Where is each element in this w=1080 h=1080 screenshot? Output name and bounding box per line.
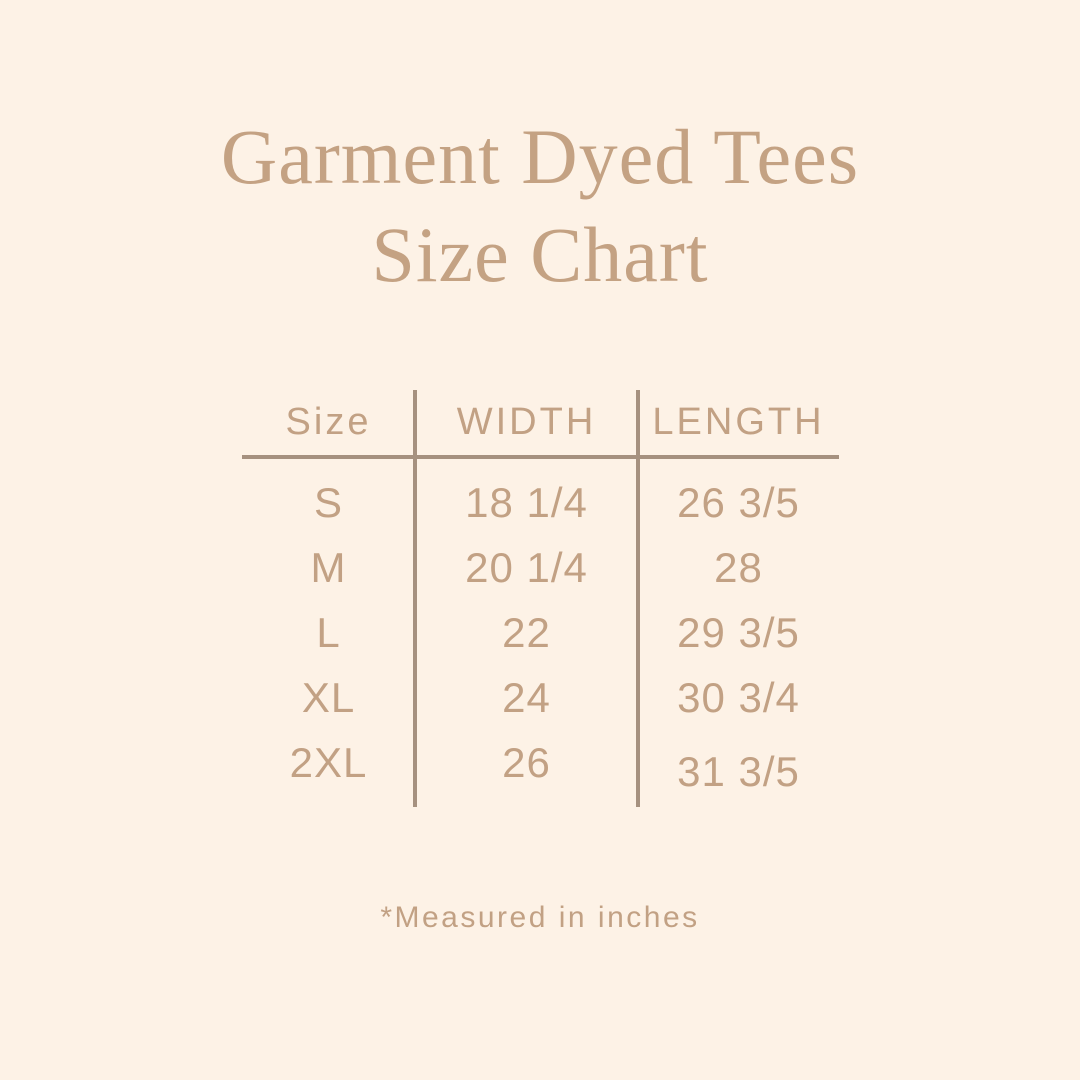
cell-size: XL — [301, 673, 356, 721]
cell-size: L — [316, 608, 341, 656]
cell-length: 29 3/5 — [677, 608, 800, 656]
cell-length: 26 3/5 — [677, 478, 800, 526]
cell-length: 30 3/4 — [677, 673, 800, 721]
measured-in-inches-note: *Measured in inches — [380, 901, 700, 934]
table-row-s: S 18 1/4 26 3/5 — [242, 470, 839, 535]
table-body: S 18 1/4 26 3/5 M 20 1/4 28 L 22 29 3/5 … — [242, 470, 839, 795]
cell-width: 26 — [502, 738, 551, 786]
cell-length: 28 — [714, 543, 763, 591]
cell-size: M — [310, 543, 347, 591]
table-header: Size WIDTH LENGTH — [242, 390, 839, 455]
column-divider-width-length — [636, 390, 640, 807]
table-row-2xl: 2XL 26 31 3/5 — [242, 730, 839, 795]
table-row-m: M 20 1/4 28 — [242, 535, 839, 600]
table-row-xl: XL 24 30 3/4 — [242, 665, 839, 730]
page-title-line1: Garment Dyed Tees — [220, 113, 860, 200]
header-size: Size — [285, 401, 372, 443]
table-row-l: L 22 29 3/5 — [242, 600, 839, 665]
page-title-line2: Size Chart — [371, 211, 709, 299]
table-header-row: Size WIDTH LENGTH — [242, 390, 839, 455]
header-width: WIDTH — [456, 401, 597, 443]
header-underline — [242, 455, 839, 459]
cell-size: S — [313, 478, 343, 526]
cell-size: 2XL — [289, 738, 368, 786]
cell-width: 18 1/4 — [465, 478, 588, 526]
cell-width: 20 1/4 — [465, 543, 588, 591]
header-length: LENGTH — [652, 401, 825, 443]
column-divider-size-width — [413, 390, 417, 807]
cell-width: 24 — [502, 673, 551, 721]
page-title: Garment Dyed Tees Size Chart — [0, 108, 1080, 305]
cell-width: 22 — [502, 608, 551, 656]
cell-length: 31 3/5 — [677, 747, 800, 795]
